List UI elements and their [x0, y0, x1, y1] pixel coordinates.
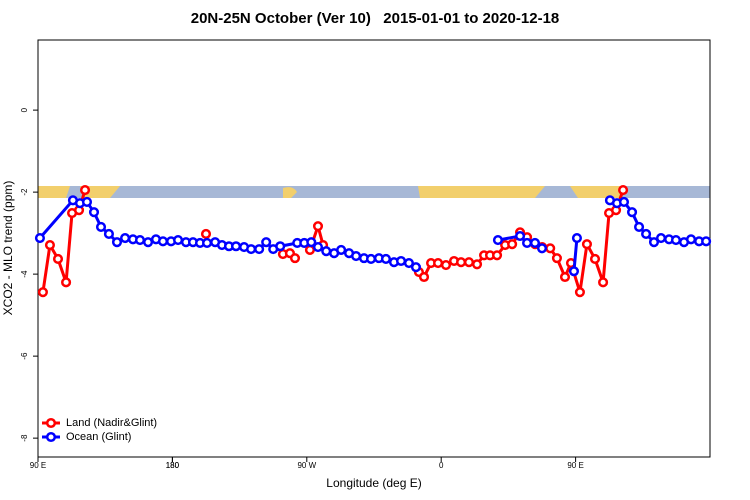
data-point [306, 237, 317, 248]
data-point [618, 185, 629, 196]
data-point [81, 196, 93, 208]
data-point [52, 253, 64, 265]
data-point [351, 251, 362, 262]
data-point [103, 228, 114, 239]
data-point [261, 237, 272, 248]
data-point [395, 255, 407, 267]
data-point [433, 258, 444, 269]
data-point [589, 253, 601, 265]
data-point [34, 232, 45, 244]
x-tick-label: 90 E [30, 461, 46, 470]
data-point [143, 237, 154, 248]
data-point [380, 253, 391, 265]
data-point [529, 237, 541, 249]
data-point [471, 259, 483, 270]
data-point [37, 287, 48, 298]
data-point [648, 237, 660, 248]
data-point [492, 250, 503, 261]
data-point [463, 257, 475, 268]
data-point [536, 243, 548, 254]
data-point [655, 232, 667, 244]
x-tick-label: 0 [439, 461, 444, 470]
data-point [111, 237, 123, 248]
data-point [120, 232, 131, 244]
data-point [568, 266, 580, 277]
data-point [304, 244, 315, 255]
data-point [618, 196, 630, 208]
data-point [200, 228, 212, 239]
data-point [545, 243, 556, 254]
x-tick-label: 90 E [567, 461, 583, 470]
data-point [581, 239, 592, 250]
data-point [79, 185, 91, 196]
data-point [230, 241, 242, 252]
data-point [440, 260, 452, 271]
data-point [173, 235, 184, 246]
data-point [365, 253, 377, 265]
data-point [246, 244, 257, 255]
data-point [201, 237, 213, 249]
x-axis-label: Longitude (deg E) [326, 476, 421, 490]
data-point [134, 235, 146, 246]
data-point [685, 234, 697, 245]
y-tick-label: -4 [20, 270, 29, 278]
data-point [157, 236, 169, 247]
data-point [571, 232, 582, 244]
data-point [598, 277, 609, 288]
data-point [321, 246, 332, 257]
data-point [522, 237, 533, 249]
data-point [670, 235, 682, 246]
data-point [456, 257, 467, 268]
data-point [634, 221, 645, 233]
data-point [289, 253, 301, 264]
data-point [641, 228, 652, 239]
map-strip [38, 186, 710, 198]
x-tick-label: 180 [166, 461, 180, 470]
data-point [61, 277, 72, 288]
data-point [312, 242, 324, 253]
data-point [95, 221, 107, 233]
data-point [559, 271, 571, 283]
legend-marker [45, 417, 57, 429]
data-point [312, 221, 324, 232]
y-tick-label: -2 [20, 188, 29, 196]
data-point [44, 239, 55, 251]
data-point [254, 244, 265, 255]
legend-marker [45, 431, 57, 443]
data-point [626, 207, 638, 218]
y-tick-label: 0 [20, 107, 29, 112]
legend-label: Land (Nadir&Glint) [66, 417, 157, 429]
data-point [336, 244, 347, 255]
data-point [88, 207, 100, 218]
y-tick-label: -8 [20, 434, 29, 442]
data-point [410, 262, 422, 273]
data-point [551, 253, 562, 264]
data-point [514, 230, 526, 242]
x-tick-label: 180 [166, 461, 180, 470]
data-point [275, 241, 286, 252]
legend-label: Ocean (Glint) [66, 431, 131, 443]
y-tick-label: -6 [20, 352, 29, 360]
data-point [701, 236, 712, 247]
data-point [418, 271, 430, 283]
data-point [403, 258, 414, 269]
data-point [507, 239, 518, 250]
x-tick-label: 90 W [297, 461, 316, 470]
data-point [492, 235, 503, 246]
chart-title: 20N-25N October (Ver 10) 2015-01-01 to 2… [191, 10, 560, 27]
plot-frame [37, 39, 711, 458]
data-point [574, 287, 585, 298]
y-axis-label: XCO2 - MLO trend (ppm) [1, 181, 15, 316]
